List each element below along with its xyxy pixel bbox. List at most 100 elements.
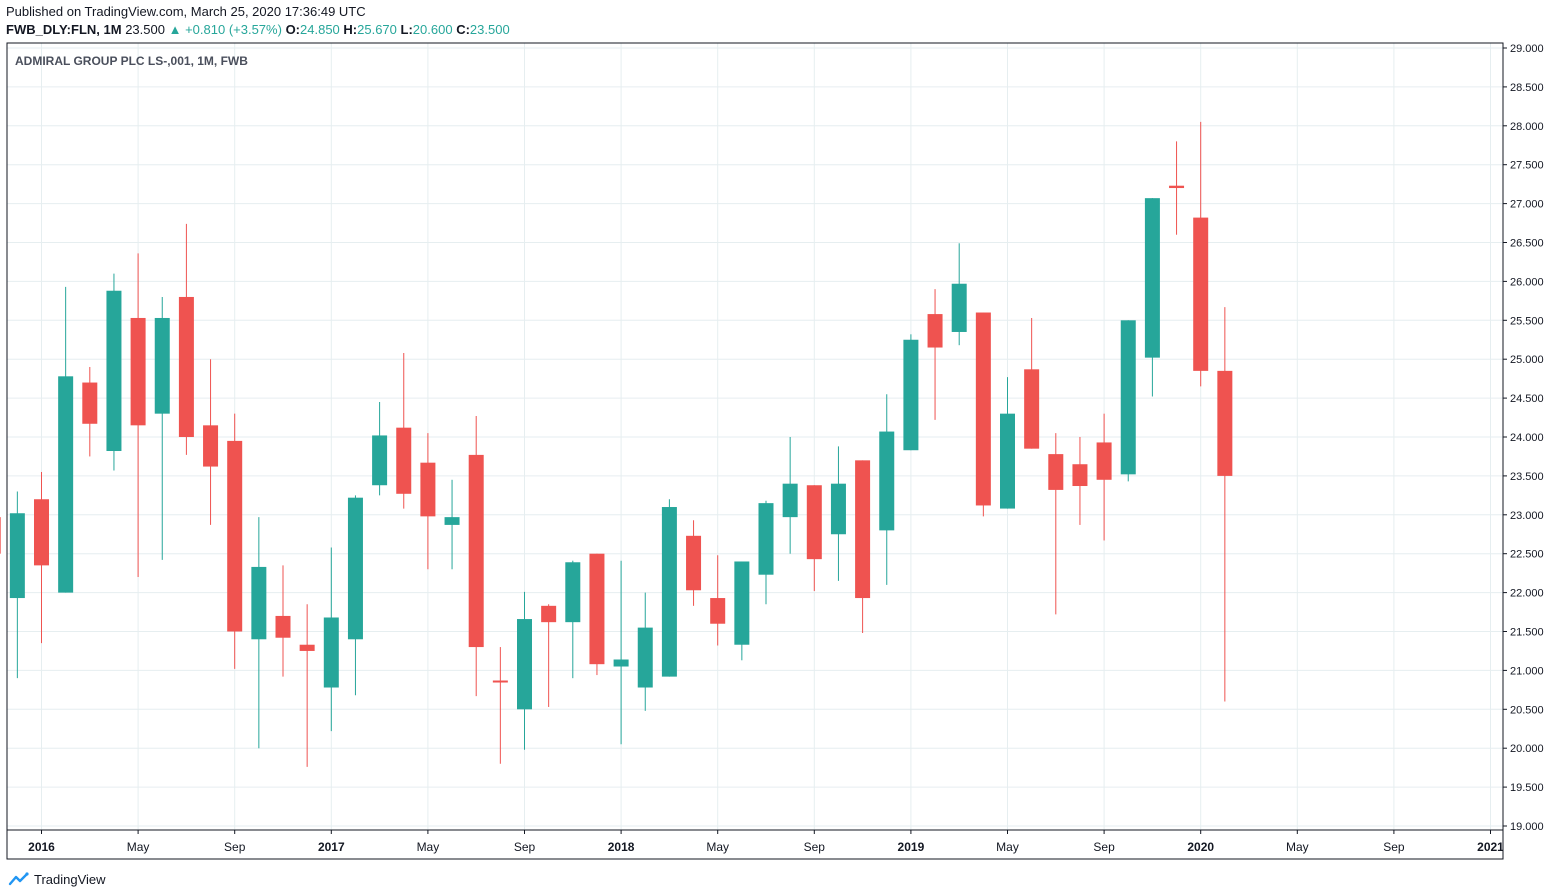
candle-body: [178, 296, 194, 437]
footer-brand-text: TradingView: [34, 871, 106, 887]
candle-body: [517, 619, 532, 710]
candle-body: [782, 483, 798, 518]
x-tick-label: Sep: [224, 840, 246, 854]
candle[interactable]: [613, 560, 629, 745]
candle[interactable]: [203, 359, 219, 525]
candle[interactable]: [372, 401, 388, 496]
candle[interactable]: [1169, 141, 1185, 235]
candle-body: [492, 680, 508, 683]
y-tick-label: 25.500: [1510, 315, 1544, 327]
footer-brand[interactable]: TradingView: [8, 868, 106, 890]
candle[interactable]: [347, 495, 363, 696]
candle[interactable]: [686, 520, 702, 606]
candle[interactable]: [734, 561, 750, 661]
x-tick-label: 2021: [1477, 840, 1504, 854]
y-axis[interactable]: 19.000 19.500 20.000 20.500 21.000 21.500 22.0…: [1503, 43, 1544, 833]
candle[interactable]: [541, 604, 557, 707]
candle[interactable]: [637, 592, 653, 711]
candle[interactable]: [589, 553, 605, 676]
candle[interactable]: [1096, 413, 1112, 541]
candle-body: [130, 317, 146, 426]
candle-body: [1217, 370, 1233, 476]
candle[interactable]: [879, 394, 895, 585]
candle[interactable]: [420, 433, 436, 570]
candle[interactable]: [830, 446, 846, 581]
candle-body: [1193, 217, 1209, 371]
candle[interactable]: [1217, 307, 1233, 702]
candle[interactable]: [251, 517, 267, 749]
candle-body: [82, 382, 98, 424]
candle-body: [686, 535, 702, 591]
candle-body: [589, 553, 605, 665]
high-value: 25.670: [357, 22, 397, 37]
candle[interactable]: [323, 547, 339, 732]
candle[interactable]: [565, 560, 581, 679]
candle[interactable]: [517, 591, 532, 750]
candle[interactable]: [758, 500, 774, 605]
change-arrow-icon: ▲: [168, 22, 182, 37]
candle[interactable]: [855, 460, 871, 634]
candle[interactable]: [782, 437, 798, 554]
x-tick-label: 2017: [318, 840, 345, 854]
candle[interactable]: [806, 485, 822, 592]
candle[interactable]: [299, 604, 315, 767]
candle[interactable]: [154, 296, 170, 560]
candle[interactable]: [34, 472, 49, 644]
candle[interactable]: [0, 468, 1, 581]
candle-body: [299, 644, 315, 651]
candle-body: [1120, 320, 1136, 475]
x-tick-label: Sep: [514, 840, 536, 854]
candle[interactable]: [1000, 377, 1015, 509]
candle[interactable]: [178, 223, 194, 455]
candle[interactable]: [975, 312, 991, 517]
candle[interactable]: [396, 352, 412, 509]
candle[interactable]: [1024, 317, 1040, 449]
candle[interactable]: [710, 555, 726, 646]
plot-border: [6, 42, 1504, 860]
candle[interactable]: [661, 499, 677, 677]
y-tick-label: 27.000: [1510, 199, 1544, 211]
candle-body: [806, 485, 822, 560]
x-tick-label: Sep: [804, 840, 826, 854]
candle[interactable]: [227, 413, 243, 669]
candle-body: [975, 312, 991, 506]
candle[interactable]: [275, 565, 291, 677]
candle[interactable]: [444, 479, 460, 570]
candle-body: [396, 427, 412, 494]
candle[interactable]: [58, 286, 74, 593]
candle[interactable]: [927, 289, 943, 420]
candle[interactable]: [951, 243, 967, 346]
x-axis[interactable]: 2016 May Sep 2017 May Sep 2018 May Sep 2019 May Sep…: [28, 830, 1504, 854]
published-line: Published on TradingView.com, March 25, …: [6, 4, 366, 19]
x-tick-label: Sep: [1093, 840, 1115, 854]
candle[interactable]: [82, 366, 98, 457]
candle[interactable]: [903, 334, 919, 451]
candle-body: [1169, 185, 1185, 189]
x-tick-label: 2019: [898, 840, 925, 854]
x-tick-label: May: [1286, 840, 1309, 854]
y-tick-label: 28.500: [1510, 82, 1544, 94]
candle[interactable]: [1048, 433, 1064, 615]
candle[interactable]: [1193, 121, 1209, 387]
symbol-label[interactable]: FWB_DLY:FLN, 1M: [6, 22, 122, 37]
candle[interactable]: [1144, 198, 1160, 397]
candle[interactable]: [9, 491, 25, 679]
x-tick-label: May: [996, 840, 1019, 854]
candle[interactable]: [492, 647, 508, 764]
candle[interactable]: [106, 273, 122, 471]
y-tick-label: 27.500: [1510, 160, 1544, 172]
y-tick-label: 24.500: [1510, 393, 1544, 405]
candle[interactable]: [1120, 320, 1136, 482]
x-tick-label: May: [706, 840, 729, 854]
y-tick-label: 19.000: [1510, 821, 1544, 833]
candle-body: [1024, 369, 1040, 449]
candle-body: [758, 503, 774, 575]
candle-body: [613, 659, 629, 667]
candle[interactable]: [130, 253, 146, 578]
y-tick-label: 26.000: [1510, 276, 1544, 288]
candle[interactable]: [1072, 437, 1088, 525]
candle-body: [154, 317, 170, 414]
candle-body: [372, 435, 388, 486]
candle[interactable]: [468, 415, 484, 697]
